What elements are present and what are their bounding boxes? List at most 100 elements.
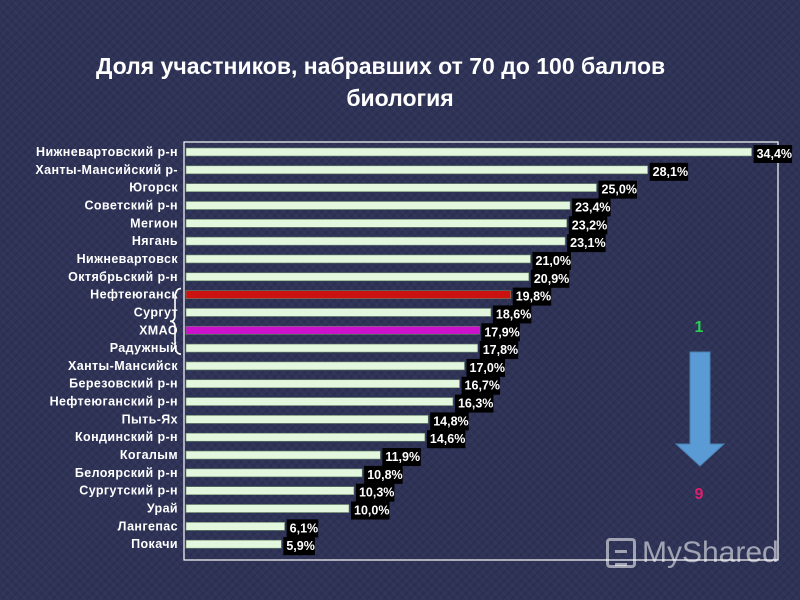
value-label: 18,6% [496, 307, 531, 321]
category-label: Нефтеюганский р-н [50, 395, 178, 409]
value-label-bg [286, 519, 319, 538]
value-label: 17,9% [484, 325, 519, 339]
value-label: 5,9% [286, 539, 315, 553]
value-label: 6,1% [290, 521, 319, 535]
value-label: 17,8% [483, 343, 518, 357]
value-label: 23,4% [575, 200, 610, 214]
value-label-bg [426, 430, 466, 449]
value-label: 10,0% [354, 504, 389, 518]
value-label-bg [355, 483, 395, 502]
value-label: 34,4% [757, 147, 792, 161]
category-label: Советский р-н [84, 198, 178, 212]
value-label: 21,0% [536, 254, 571, 268]
rank-top-label: 1 [695, 319, 704, 336]
bar-3 [185, 201, 571, 210]
watermark-text: MyShared [642, 536, 779, 569]
value-label-bg [461, 376, 501, 395]
bar-5 [185, 236, 566, 246]
value-label: 25,0% [602, 183, 637, 197]
value-label: 23,1% [570, 236, 605, 250]
value-label-bg [567, 234, 606, 253]
category-label: Мегион [130, 216, 178, 230]
value-label-bg [364, 465, 403, 484]
value-label-bg [382, 448, 421, 467]
category-label: Урай [147, 502, 178, 516]
category-label: Югорск [129, 181, 178, 195]
bar-16 [185, 432, 426, 442]
presentation-icon [606, 538, 636, 568]
category-label: Березовский р-н [69, 377, 178, 391]
chart-title-line-2: биология [346, 85, 454, 111]
category-label: Сургут [134, 305, 178, 319]
value-label-bg [530, 269, 570, 288]
value-label: 23,2% [572, 218, 607, 232]
category-label: Ханты-Мансийский р- [35, 163, 178, 177]
value-label-bg [512, 287, 552, 306]
category-label: Ханты-Мансийск [68, 359, 178, 373]
value-label: 16,3% [458, 397, 493, 411]
watermark-logo: MyShared [606, 536, 779, 570]
category-label: Нягань [132, 234, 178, 248]
value-label-bg [492, 305, 532, 324]
category-label: Пыть-Ях [122, 412, 178, 426]
bar-20 [185, 504, 350, 513]
category-label: Сургутский р-н [79, 484, 178, 498]
bar-18 [185, 468, 363, 478]
category-label: ХМАО [139, 323, 178, 337]
down-arrow-icon [674, 351, 726, 467]
value-label-bg [568, 216, 608, 235]
bar-4 [185, 219, 568, 228]
bar-2 [185, 183, 597, 192]
value-label: 16,7% [465, 379, 500, 393]
bar-8 [185, 290, 512, 299]
category-label: Белоярский р-н [75, 466, 178, 480]
value-label: 20,9% [534, 272, 569, 286]
category-label: Лангепас [118, 519, 178, 533]
value-label: 19,8% [516, 290, 551, 304]
value-label-bg [351, 501, 390, 520]
chart-title: Доля участников, набравших от 70 до 100 … [60, 50, 740, 114]
group-brace [169, 287, 182, 355]
category-label: Покачи [131, 537, 178, 551]
value-label: 11,9% [385, 450, 420, 464]
value-label: 10,3% [359, 486, 394, 500]
bar-13 [185, 379, 460, 389]
bar-9 [185, 308, 492, 317]
value-label-bg [479, 341, 519, 360]
value-label-bg [454, 394, 494, 413]
value-label-bg [430, 412, 469, 431]
bar-15 [185, 415, 429, 424]
value-label-bg [649, 162, 689, 181]
value-label: 14,6% [430, 432, 465, 446]
bar-22 [185, 539, 282, 549]
value-label: 10,8% [367, 468, 402, 482]
bar-14 [185, 397, 454, 406]
bar-1 [185, 165, 648, 175]
bar-12 [185, 361, 465, 371]
chart-title-line-1: Доля участников, набравших от 70 до 100 … [96, 53, 666, 79]
value-label-bg [481, 323, 520, 342]
bar-11 [185, 343, 479, 353]
bar-21 [185, 522, 285, 531]
bar-0 [185, 147, 752, 157]
value-label-bg [753, 145, 793, 163]
rank-bottom-label: 9 [695, 486, 704, 503]
category-label: Кондинский р-н [75, 430, 178, 444]
category-label: Когалым [120, 448, 178, 462]
category-label: Октябрьский р-н [68, 270, 178, 284]
value-label-bg [283, 537, 315, 556]
bar-6 [185, 254, 531, 264]
bar-10 [185, 325, 480, 335]
value-label-bg [466, 358, 505, 377]
category-label: Нефтеюганск [90, 288, 178, 302]
value-label-bg [572, 198, 611, 217]
value-label: 14,8% [433, 414, 468, 428]
value-label: 17,0% [470, 361, 505, 375]
value-label-bg [598, 180, 637, 199]
value-label-bg [532, 251, 571, 270]
bar-19 [185, 486, 355, 495]
bar-7 [185, 272, 530, 282]
category-label: Радужный [110, 341, 178, 355]
value-label: 28,1% [653, 165, 688, 179]
